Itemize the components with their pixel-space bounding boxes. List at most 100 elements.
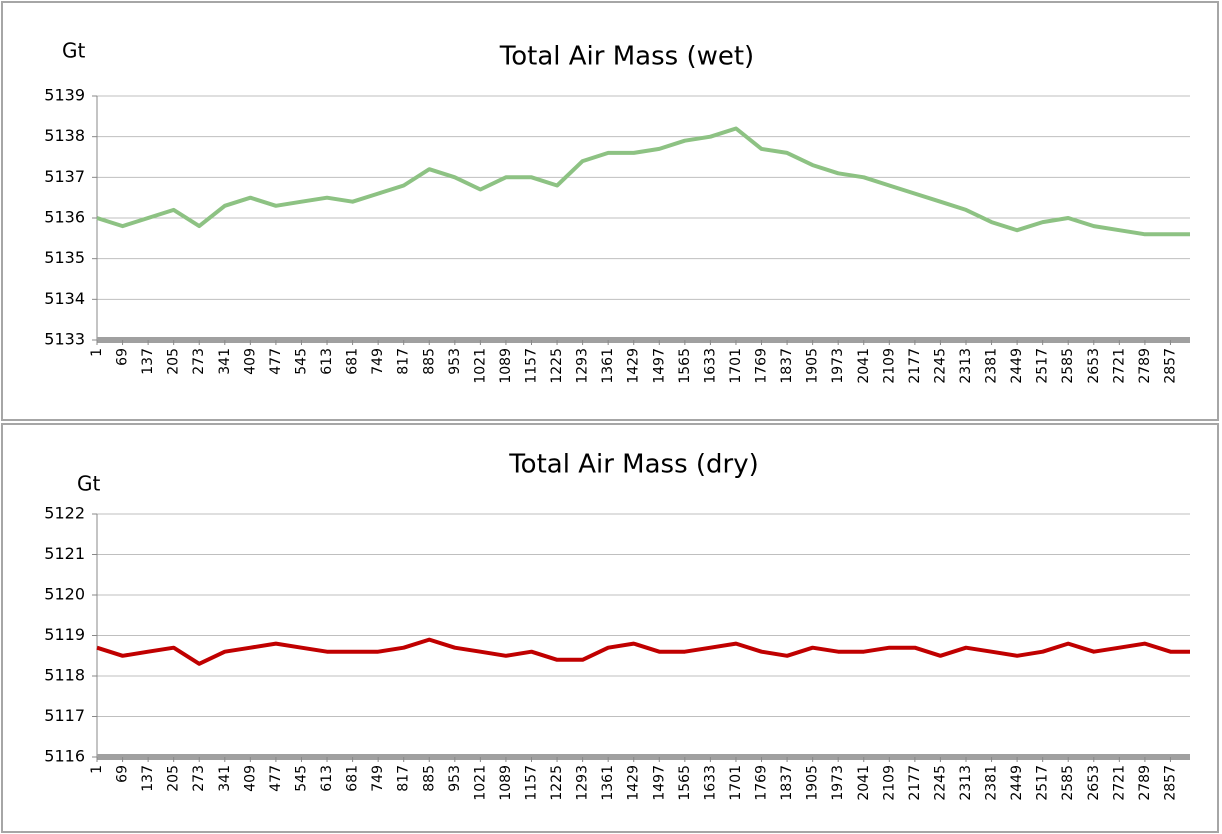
- x-tick-label: 1157: [523, 348, 539, 384]
- y-tick-label: 5134: [44, 289, 85, 308]
- x-tick-label: 341: [217, 765, 233, 792]
- chart-title: Total Air Mass (wet): [499, 42, 754, 72]
- x-tick-label: 2313: [958, 765, 974, 801]
- x-tick-label: 205: [166, 765, 182, 792]
- x-tick-label: 273: [191, 765, 207, 792]
- x-tick-label: 137: [140, 765, 156, 792]
- x-tick-label: 1225: [549, 765, 565, 801]
- y-tick-label: 5122: [44, 504, 85, 523]
- x-tick-label: 885: [421, 765, 437, 792]
- y-tick-label: 5136: [44, 208, 85, 227]
- x-tick-label: 1701: [728, 348, 744, 384]
- y-tick-label: 5121: [44, 544, 85, 563]
- x-tick-label: 477: [268, 765, 284, 792]
- x-tick-label: 1: [89, 765, 105, 774]
- y-tick-label: 5135: [44, 248, 85, 267]
- x-tick-label: 69: [115, 348, 131, 366]
- x-tick-label: 2857: [1162, 765, 1178, 801]
- x-tick-label: 817: [396, 348, 412, 375]
- x-tick-label: 1769: [754, 348, 770, 384]
- x-tick-label: 69: [115, 765, 131, 783]
- x-tick-label: 1089: [498, 348, 514, 384]
- x-tick-label: 2517: [1035, 348, 1051, 384]
- x-tick-label: 2313: [958, 348, 974, 384]
- x-tick-label: 1837: [779, 765, 795, 801]
- x-tick-label: 2245: [932, 348, 948, 384]
- x-tick-label: 1: [89, 348, 105, 357]
- x-tick-label: 2721: [1111, 348, 1127, 384]
- x-tick-label: 2585: [1060, 765, 1076, 801]
- x-tick-label: 885: [421, 348, 437, 375]
- y-tick-label: 5133: [44, 330, 85, 349]
- x-tick-label: 1769: [754, 765, 770, 801]
- x-tick-label: 1701: [728, 765, 744, 801]
- x-tick-label: 1157: [523, 765, 539, 801]
- x-tick-label: 817: [396, 765, 412, 792]
- y-tick-label: 5137: [44, 167, 85, 186]
- x-tick-label: 137: [140, 348, 156, 375]
- x-tick-label: 1021: [472, 765, 488, 801]
- x-tick-label: 2449: [1009, 765, 1025, 801]
- x-tick-label: 2857: [1162, 348, 1178, 384]
- x-tick-label: 2653: [1086, 765, 1102, 801]
- x-tick-label: 749: [370, 765, 386, 792]
- chart-title: Total Air Mass (dry): [508, 450, 759, 480]
- x-tick-label: 1089: [498, 765, 514, 801]
- panel: [1, 423, 1219, 833]
- panel: [1, 1, 1219, 421]
- x-tick-label: 1973: [830, 348, 846, 384]
- x-tick-label: 1021: [472, 348, 488, 384]
- x-tick-label: 953: [447, 348, 463, 375]
- data-line: [96, 637, 1190, 666]
- x-tick-label: 409: [242, 348, 258, 375]
- x-tick-label: 2653: [1086, 348, 1102, 384]
- x-tick-label: 409: [242, 765, 258, 792]
- x-tick-label: 2381: [984, 348, 1000, 384]
- x-tick-label: 1905: [805, 765, 821, 801]
- x-tick-label: 477: [268, 348, 284, 375]
- x-tick-label: 1225: [549, 348, 565, 384]
- x-tick-label: 1633: [702, 348, 718, 384]
- x-tick-label: 613: [319, 765, 335, 792]
- x-tick-label: 1429: [626, 765, 642, 801]
- x-tick-label: 1837: [779, 348, 795, 384]
- x-tick-label: 1361: [600, 348, 616, 384]
- x-tick-label: 1497: [651, 765, 667, 801]
- x-tick-label: 1565: [677, 765, 693, 801]
- x-tick-label: 2177: [907, 348, 923, 384]
- x-tick-label: 2109: [881, 348, 897, 384]
- x-tick-label: 749: [370, 348, 386, 375]
- x-tick-label: 2449: [1009, 348, 1025, 384]
- y-axis-label: Gt: [77, 472, 100, 496]
- x-tick-label: 681: [345, 348, 361, 375]
- y-tick-label: 5118: [44, 666, 85, 685]
- x-tick-label: 545: [293, 765, 309, 792]
- x-tick-label: 1429: [626, 348, 642, 384]
- y-tick-label: 5119: [44, 625, 85, 644]
- x-tick-label: 1293: [575, 765, 591, 801]
- y-tick-label: 5120: [44, 585, 85, 604]
- x-tick-label: 2721: [1111, 765, 1127, 801]
- x-tick-label: 205: [166, 348, 182, 375]
- x-tick-label: 953: [447, 765, 463, 792]
- y-tick-label: 5138: [44, 126, 85, 145]
- x-tick-label: 681: [345, 765, 361, 792]
- x-tick-label: 613: [319, 348, 335, 375]
- x-tick-label: 1361: [600, 765, 616, 801]
- x-tick-label: 2177: [907, 765, 923, 801]
- x-tick-label: 273: [191, 348, 207, 375]
- x-tick-label: 2381: [984, 765, 1000, 801]
- x-tick-label: 1633: [702, 765, 718, 801]
- x-tick-label: 2041: [856, 348, 872, 384]
- x-tick-label: 1565: [677, 348, 693, 384]
- data-line: [96, 126, 1190, 237]
- x-tick-label: 2245: [932, 765, 948, 801]
- x-tick-label: 1497: [651, 348, 667, 384]
- x-tick-label: 2789: [1137, 348, 1153, 384]
- x-tick-label: 1293: [575, 348, 591, 384]
- x-tick-label: 1905: [805, 348, 821, 384]
- x-tick-label: 545: [293, 348, 309, 375]
- x-tick-label: 341: [217, 348, 233, 375]
- x-tick-label: 2109: [881, 765, 897, 801]
